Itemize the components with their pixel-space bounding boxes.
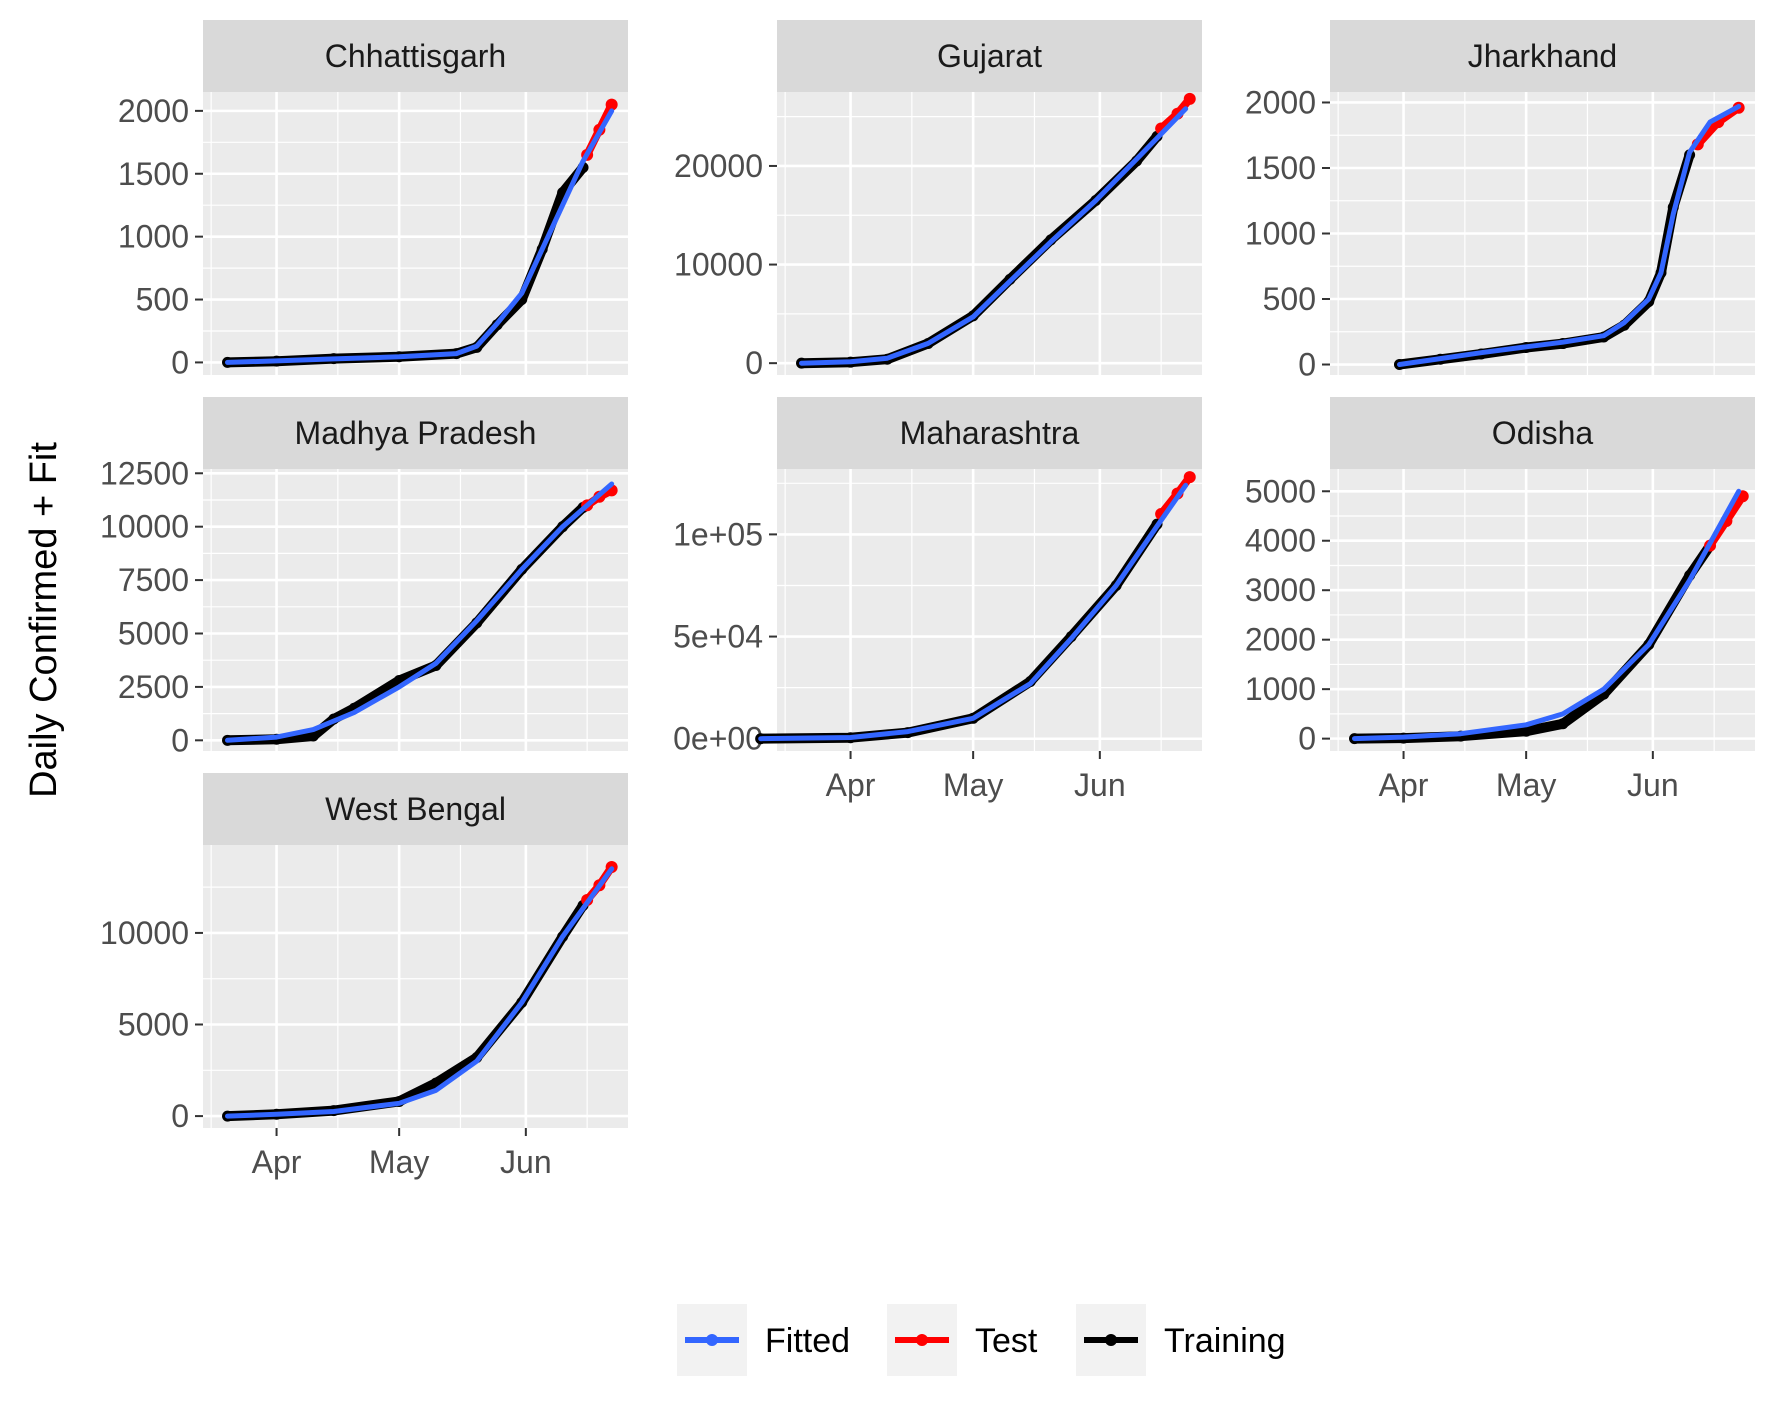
y-tick-label: 1500 — [1245, 150, 1316, 186]
y-tick-label: 3000 — [1245, 572, 1316, 608]
panel-strip — [203, 773, 628, 845]
panel-title: Maharashtra — [900, 415, 1080, 451]
x-tick-label: May — [943, 767, 1003, 803]
y-tick-label: 10000 — [100, 915, 189, 951]
y-tick-label: 1500 — [118, 156, 189, 192]
x-tick-label: May — [369, 1144, 429, 1180]
series-fitted-line — [1397, 103, 1742, 367]
panel-jharkhand: Jharkhand 0 500 1000 1500 2000 — [1245, 20, 1755, 383]
y-tick-label: 0 — [1298, 347, 1316, 383]
y-tick-label: 0e+00 — [673, 721, 763, 757]
test-point — [1183, 92, 1196, 105]
series-fitted-line — [758, 482, 1189, 742]
y-tick-label: 5000 — [118, 1007, 189, 1043]
legend-label: Test — [975, 1322, 1038, 1360]
panel-background — [777, 92, 1202, 375]
y-tick-label: 0 — [1298, 721, 1316, 757]
panel-title: Odisha — [1492, 415, 1594, 451]
panel-title: Jharkhand — [1468, 38, 1617, 74]
series-fitted-line — [225, 108, 615, 365]
y-tick-label: 2000 — [118, 93, 189, 129]
y-tick-label: 1000 — [118, 219, 189, 255]
y-tick-label: 5e+04 — [673, 619, 763, 655]
y-tick-label: 7500 — [118, 562, 189, 598]
test-point — [1183, 471, 1196, 484]
panel-strip — [1330, 397, 1755, 469]
x-tick-label: Apr — [826, 767, 876, 803]
series-fitted-line — [225, 481, 615, 743]
y-tick-label: 10000 — [100, 509, 189, 545]
legend-label: Training — [1164, 1322, 1286, 1360]
test-point — [605, 98, 618, 111]
y-tick-label: 0 — [171, 344, 189, 380]
panel-strip — [1330, 20, 1755, 92]
panel-maharashtra: Maharashtra 0e+00 5e+04 1e+05 Apr May Jun — [673, 397, 1202, 803]
panel-title: Madhya Pradesh — [295, 415, 537, 451]
panel-title: Gujarat — [937, 38, 1042, 74]
legend-key-point — [916, 1334, 928, 1346]
panel-background — [203, 92, 628, 375]
panel-chhattisgarh: Chhattisgarh 0 500 1000 1500 2000 — [118, 20, 628, 380]
y-tick-label: 2500 — [118, 669, 189, 705]
panel-gujarat: Gujarat 0 10000 20000 — [674, 20, 1202, 381]
series-fitted-line — [1352, 488, 1742, 742]
legend-item-training: Training — [1076, 1304, 1286, 1376]
panel-west-bengal: West Bengal 0 5000 10000 Apr May Jun — [100, 773, 628, 1180]
y-tick-label: 4000 — [1245, 523, 1316, 559]
y-tick-label: 2000 — [1245, 84, 1316, 120]
legend-key-point — [1105, 1334, 1117, 1346]
panel-strip — [777, 20, 1202, 92]
y-axis-title: Daily Confirmed + Fit — [23, 442, 65, 798]
y-tick-label: 1000 — [1245, 671, 1316, 707]
legend-key-point — [706, 1334, 718, 1346]
x-tick-label: Jun — [500, 1144, 552, 1180]
panel-background — [1330, 469, 1755, 751]
x-tick-label: May — [1496, 767, 1556, 803]
y-tick-label: 500 — [136, 282, 189, 318]
series-fitted-line — [799, 106, 1189, 366]
x-tick-label: Jun — [1074, 767, 1126, 803]
legend-item-test: Test — [887, 1304, 1038, 1376]
y-tick-label: 10000 — [674, 247, 763, 283]
y-tick-label: 0 — [171, 722, 189, 758]
legend: Fitted Test Training — [677, 1304, 1286, 1376]
panel-madhya-pradesh: Madhya Pradesh 0 2500 5000 7500 10000 12500 — [100, 397, 628, 758]
x-tick-label: Jun — [1627, 767, 1679, 803]
y-tick-label: 1e+05 — [673, 516, 763, 552]
panel-title: West Bengal — [325, 791, 506, 827]
x-tick-label: Apr — [1379, 767, 1429, 803]
y-tick-label: 1000 — [1245, 216, 1316, 252]
y-tick-label: 12500 — [100, 455, 189, 491]
panel-background — [203, 845, 628, 1128]
y-tick-label: 20000 — [674, 148, 763, 184]
x-tick-label: Apr — [252, 1144, 302, 1180]
y-tick-label: 5000 — [118, 616, 189, 652]
y-tick-label: 2000 — [1245, 622, 1316, 658]
panels-layer: Chhattisgarh 0 500 1000 1500 2000 Gujarat 0 1000… — [100, 20, 1755, 1180]
panel-background — [203, 469, 628, 751]
panel-odisha: Odisha 0 1000 2000 3000 4000 5000 Apr May Jun — [1245, 397, 1755, 803]
panel-title: Chhattisgarh — [325, 38, 506, 74]
y-tick-label: 500 — [1263, 281, 1316, 317]
panel-strip — [203, 397, 628, 469]
legend-label: Fitted — [765, 1322, 850, 1360]
panel-strip — [777, 397, 1202, 469]
training-point — [1520, 725, 1532, 737]
panel-strip — [203, 20, 628, 92]
y-tick-label: 5000 — [1245, 473, 1316, 509]
training-point — [307, 730, 319, 742]
y-tick-label: 0 — [171, 1098, 189, 1134]
training-point — [1557, 718, 1569, 730]
y-tick-label: 0 — [745, 345, 763, 381]
series-fitted-line — [225, 866, 615, 1119]
legend-item-fitted: Fitted — [677, 1304, 850, 1376]
